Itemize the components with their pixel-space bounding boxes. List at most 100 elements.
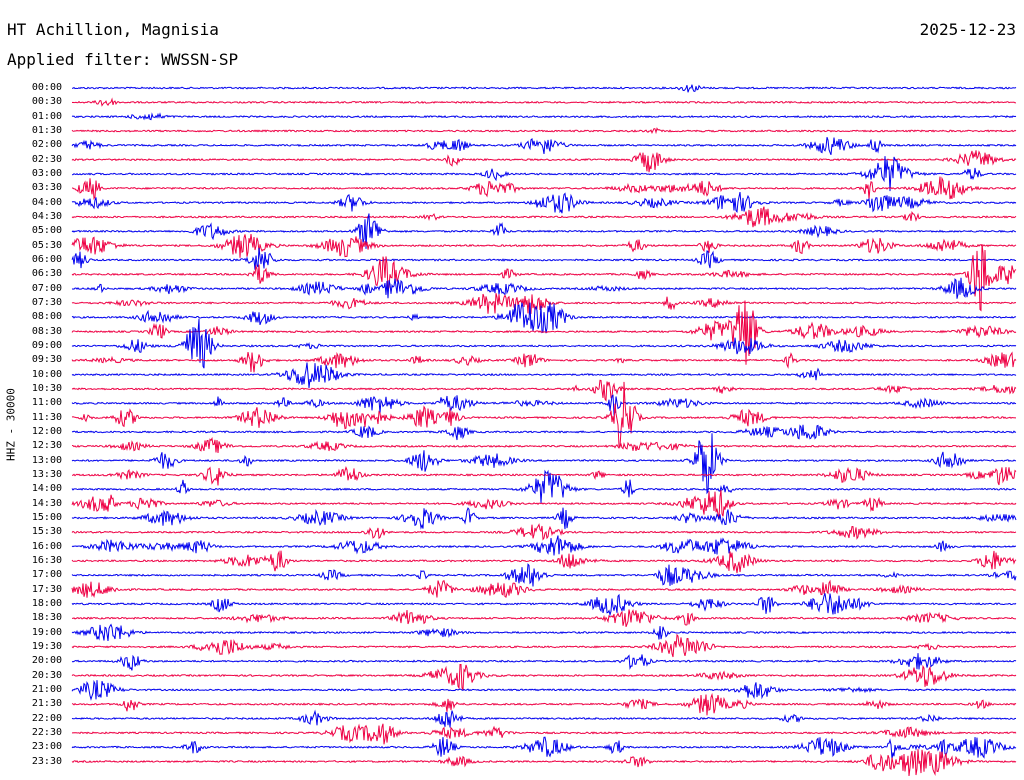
time-label: 05:00 (31, 225, 62, 237)
time-label: 19:00 (31, 626, 62, 638)
trace-row (71, 469, 1017, 503)
trace-row (71, 176, 1017, 200)
time-label: 20:30 (31, 669, 62, 681)
time-label: 23:00 (31, 741, 62, 753)
trace-row (71, 507, 1017, 530)
trace-row (72, 84, 1017, 93)
time-label: 14:00 (31, 483, 62, 495)
time-label: 04:30 (31, 210, 62, 222)
time-label: 21:00 (31, 683, 62, 695)
trace-row (71, 112, 1017, 121)
trace-row (71, 302, 1017, 334)
time-label: 17:30 (31, 583, 62, 595)
time-label: 15:30 (31, 526, 62, 538)
trace-row (71, 579, 1017, 599)
trace-row (71, 381, 1016, 448)
time-label: 18:30 (31, 612, 62, 624)
trace-row (71, 213, 1017, 249)
trace-row (71, 709, 1017, 728)
trace-row (71, 563, 1017, 587)
time-label: 05:30 (31, 239, 62, 251)
trace-row (71, 156, 1017, 192)
time-label: 13:30 (31, 468, 62, 480)
time-label: 14:30 (31, 497, 62, 509)
time-label: 19:30 (31, 640, 62, 652)
time-label: 07:00 (31, 282, 62, 294)
time-label: 11:30 (31, 411, 62, 423)
station-title: HT Achillion, Magnisia (7, 20, 219, 39)
trace-row (71, 244, 1017, 312)
time-label: 01:30 (31, 124, 62, 136)
trace-row (71, 609, 1017, 627)
trace-row (71, 318, 1017, 369)
time-label: 04:00 (31, 196, 62, 208)
trace-row (71, 433, 1016, 495)
trace-row (71, 633, 1017, 658)
time-label: 12:00 (31, 425, 62, 437)
time-label: 06:00 (31, 253, 62, 265)
trace-row (72, 466, 1017, 486)
time-label: 22:30 (31, 726, 62, 738)
time-label: 23:30 (31, 755, 62, 767)
trace-row (71, 379, 1017, 402)
trace-row (71, 436, 1016, 453)
filter-label: Applied filter: WWSSN-SP (7, 50, 239, 69)
time-label: 03:00 (31, 167, 62, 179)
time-label: 20:00 (31, 655, 62, 667)
time-label: 02:30 (31, 153, 62, 165)
trace-row (71, 293, 1017, 315)
time-label: 15:00 (31, 511, 62, 523)
time-label: 03:30 (31, 182, 62, 194)
trace-row (71, 206, 1017, 228)
trace-row (71, 749, 1017, 777)
trace-row (71, 277, 1017, 299)
time-label: 06:30 (31, 268, 62, 280)
trace-row (71, 593, 1017, 617)
time-label: 13:00 (31, 454, 62, 466)
time-label: 08:00 (31, 311, 62, 323)
trace-row (71, 736, 1017, 760)
time-label: 12:30 (31, 440, 62, 452)
time-label: 18:00 (31, 597, 62, 609)
trace-row (71, 137, 1017, 155)
trace-row (71, 550, 1017, 574)
time-label: 22:00 (31, 712, 62, 724)
trace-row (71, 664, 1017, 691)
trace-row (71, 362, 1017, 389)
time-label: 00:30 (31, 96, 62, 108)
trace-row (71, 679, 1017, 701)
trace-row (71, 247, 1016, 270)
time-label: 21:30 (31, 698, 62, 710)
date-label: 2025-12-23 (919, 20, 1016, 39)
time-axis: 00:00 00:30 01:00 01:30 02:00 02:30 03:00 03:30… (0, 0, 66, 780)
time-label: 10:30 (31, 382, 62, 394)
trace-row (71, 535, 1017, 556)
time-label: 08:30 (31, 325, 62, 337)
time-label: 16:00 (31, 540, 62, 552)
time-label: 02:00 (31, 139, 62, 151)
trace-row (71, 623, 1017, 641)
trace-row (71, 490, 1017, 519)
time-label: 09:30 (31, 354, 62, 366)
trace-row (71, 424, 1017, 441)
time-label: 01:00 (31, 110, 62, 122)
time-label: 00:00 (31, 82, 62, 93)
trace-row (71, 300, 1017, 365)
trace-row (71, 97, 1017, 107)
trace-row (71, 191, 1017, 214)
trace-row (71, 150, 1017, 173)
trace-row (71, 351, 1017, 373)
time-label: 10:00 (31, 368, 62, 380)
time-label: 11:00 (31, 397, 62, 409)
trace-row (71, 723, 1017, 745)
trace-row (71, 523, 1017, 541)
trace-row (71, 127, 1017, 135)
trace-row (71, 233, 1017, 258)
time-label: 07:30 (31, 296, 62, 308)
trace-row (71, 653, 1017, 671)
time-label: 16:30 (31, 554, 62, 566)
trace-row (71, 692, 1017, 716)
trace-row (71, 394, 1017, 416)
time-label: 17:00 (31, 569, 62, 581)
